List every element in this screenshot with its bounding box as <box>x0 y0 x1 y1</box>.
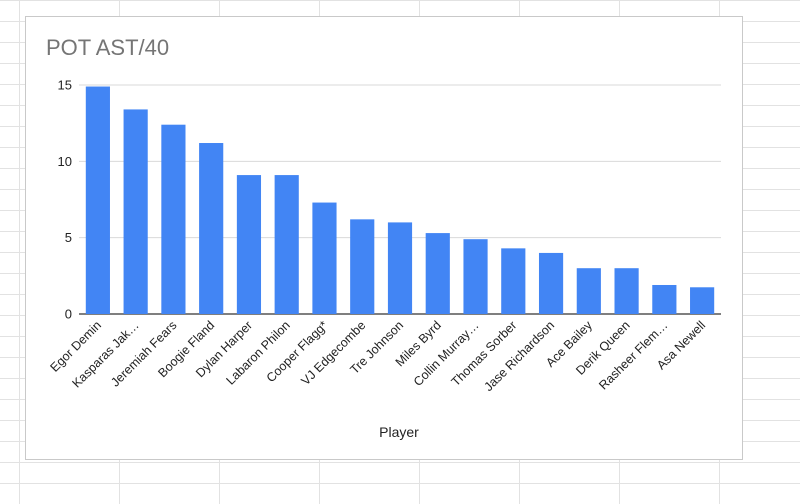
bar <box>236 175 262 314</box>
bar <box>576 268 601 314</box>
bar <box>274 175 299 314</box>
bar <box>614 268 639 314</box>
bar <box>199 143 224 314</box>
chart-card: POT AST/40 0 5 10 15 Egor Demin Kasparas Jak… <box>25 16 743 460</box>
bar <box>690 287 715 314</box>
x-axis-title: Player <box>379 424 419 440</box>
bar <box>652 284 677 314</box>
x-tick-label: Thomas Sorber <box>449 318 520 389</box>
bar <box>501 248 526 314</box>
bar <box>123 109 148 314</box>
y-axis-ticks: 0 5 10 15 <box>58 78 72 322</box>
bar <box>161 124 186 315</box>
bar <box>350 219 375 314</box>
bar <box>387 222 413 314</box>
bar <box>85 86 110 314</box>
bar <box>463 239 488 314</box>
bar <box>312 202 337 314</box>
x-tick-label: Jeremiah Fears <box>108 318 179 389</box>
bar <box>425 233 450 314</box>
y-tick-label: 0 <box>65 307 72 322</box>
y-tick-label: 5 <box>65 230 72 245</box>
x-tick-label: Rasheer Flem… <box>596 318 670 392</box>
chart-title: POT AST/40 <box>46 35 170 60</box>
bars <box>85 86 715 315</box>
y-tick-label: 10 <box>58 154 72 169</box>
x-tick-label: Collin Murray… <box>411 318 482 389</box>
x-tick-label: Kasparas Jak… <box>69 318 141 390</box>
y-tick-label: 15 <box>58 78 72 93</box>
bar <box>538 252 564 314</box>
